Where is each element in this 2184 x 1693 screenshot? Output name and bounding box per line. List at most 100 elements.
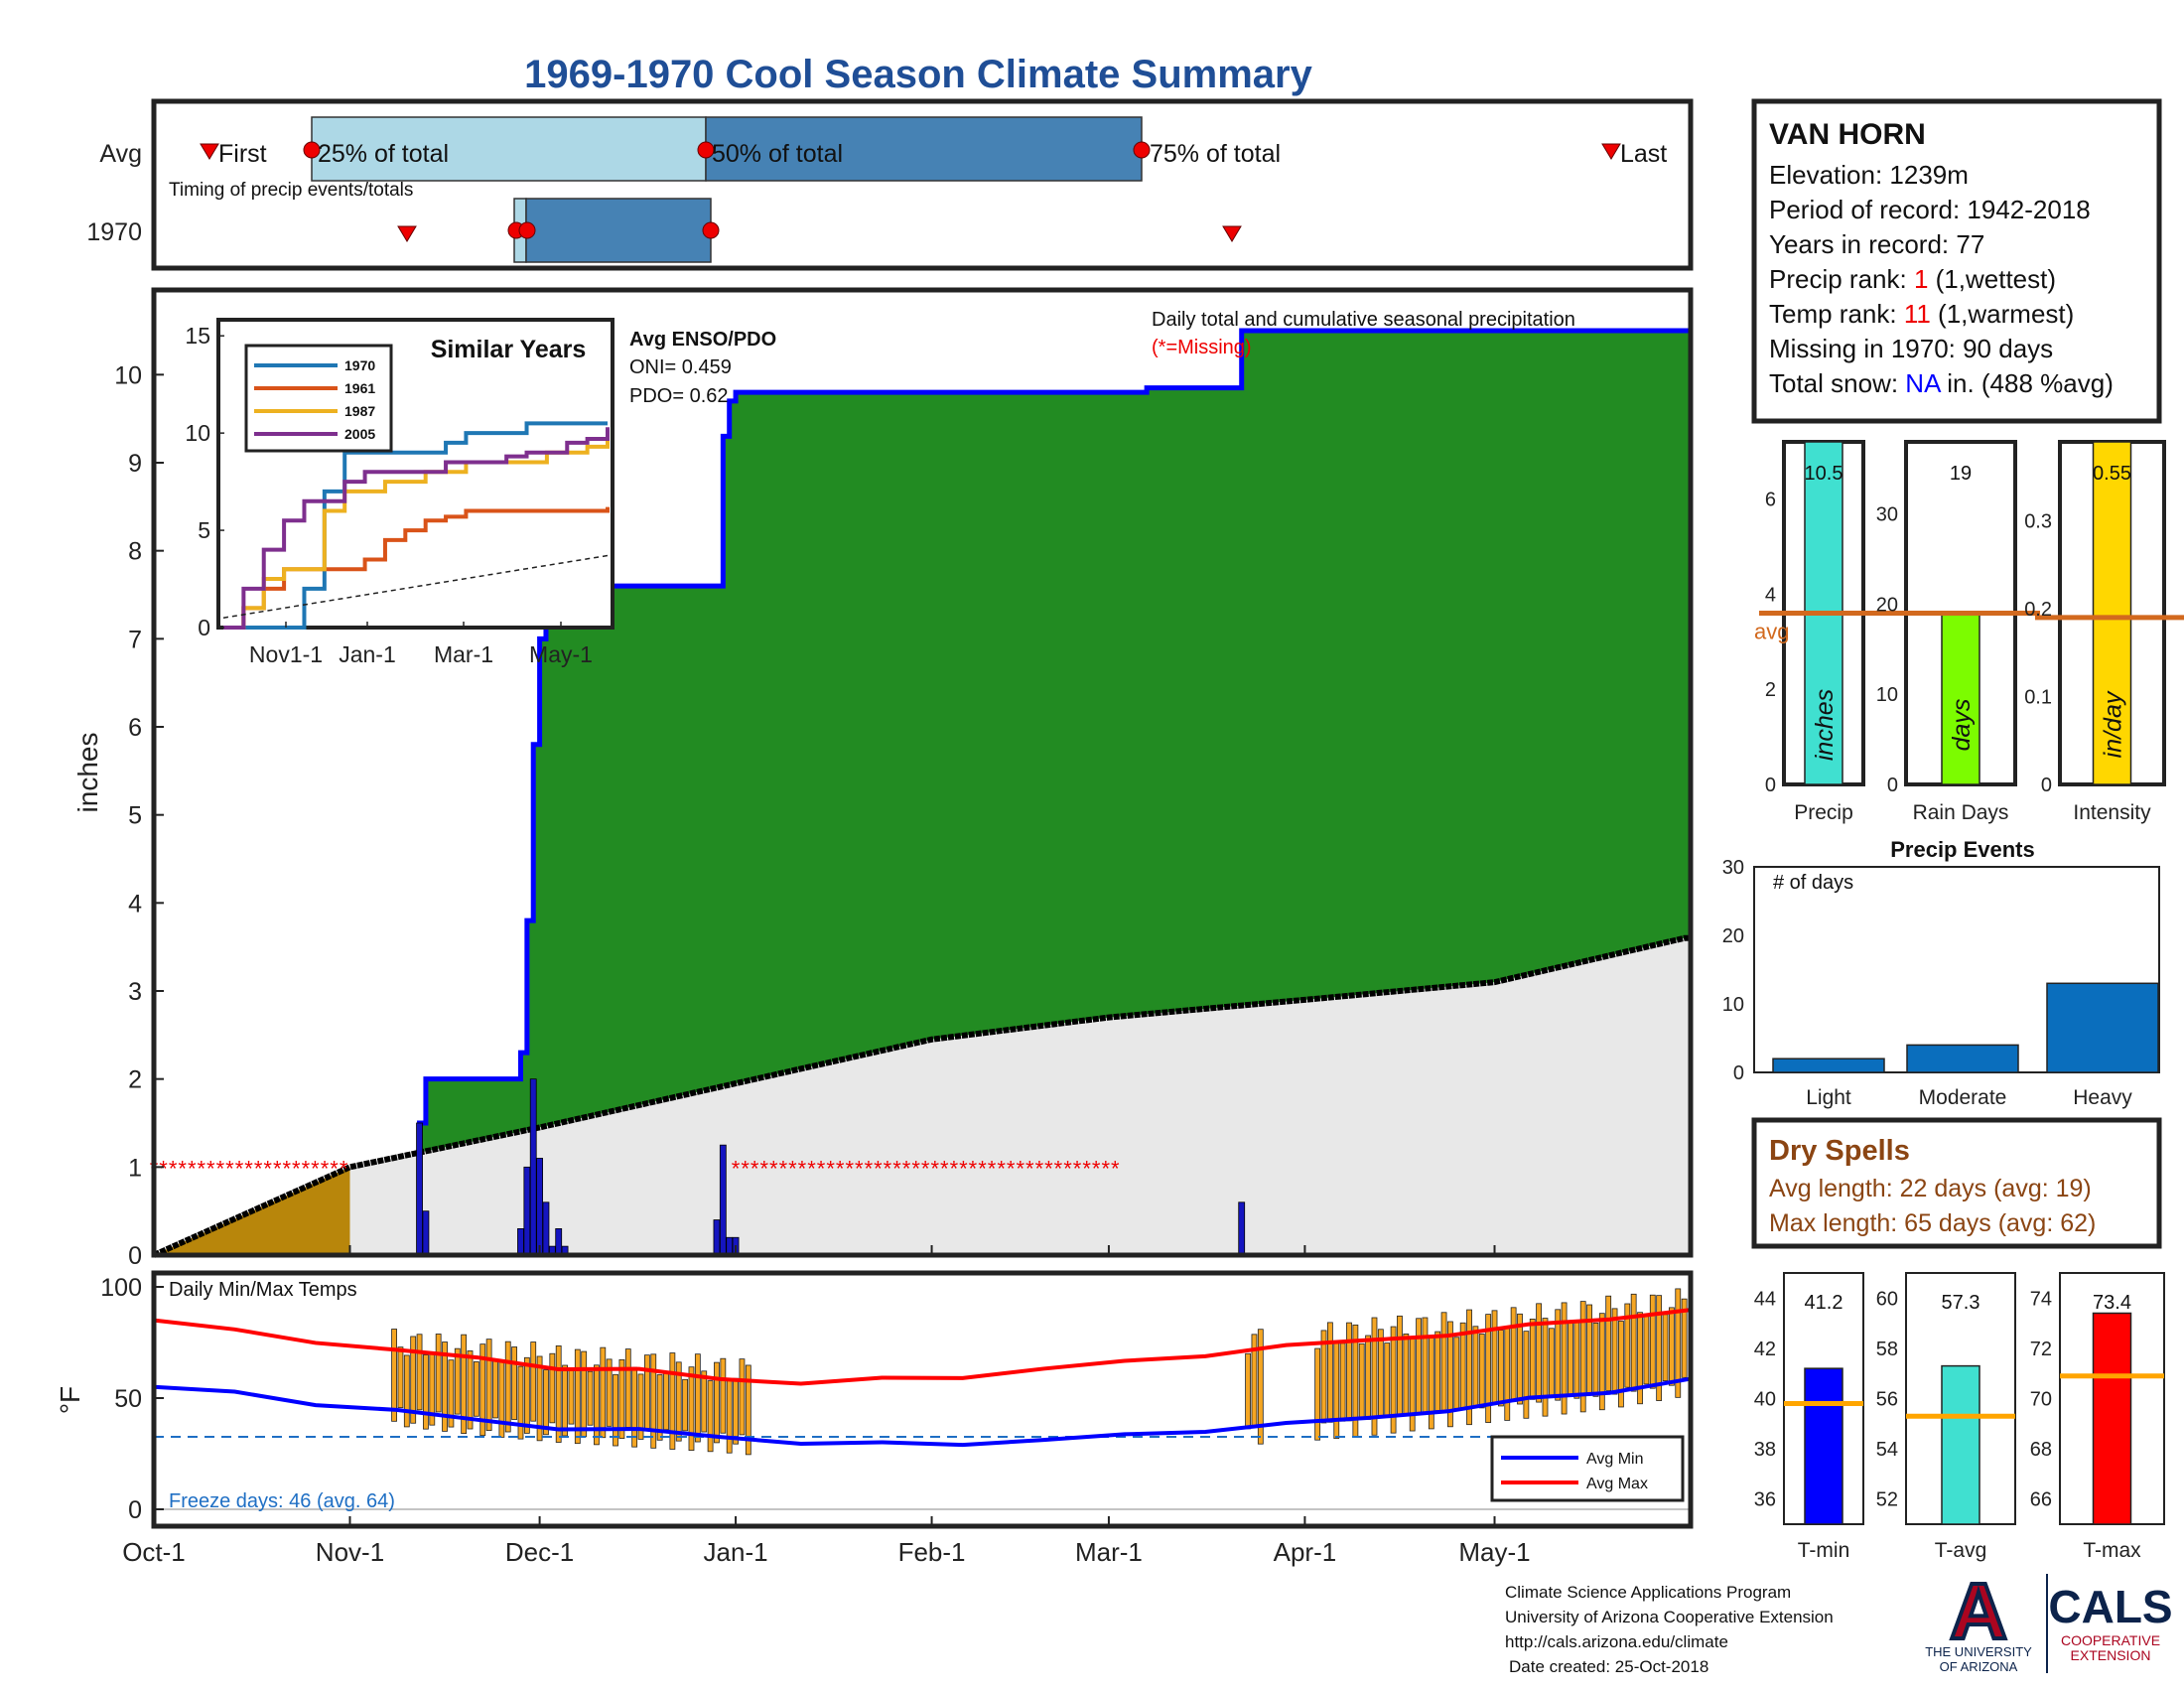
cals-text: CALS [2048, 1581, 2172, 1632]
summary-bars: 0 2 4 6 10.5 Precip inches avg 0 10 20 30 19 Rain Day… [1754, 440, 2184, 824]
daily-temp-bar [416, 1334, 423, 1411]
ua-logo: A THE UNIVERSITY OF ARIZONA [1925, 1565, 2032, 1674]
timing-avg-first-marker [200, 143, 219, 160]
inset-y-tick-label: 15 [185, 323, 210, 349]
daily-temp-bar [1662, 1314, 1669, 1382]
summary-label-rain_days: Rain Days [1913, 801, 2009, 824]
inset-y-tick-label: 5 [198, 517, 210, 543]
missing-star: * [1073, 1156, 1082, 1181]
daily-temp-bar [694, 1353, 701, 1443]
daily-temp-bar [1605, 1295, 1612, 1391]
missing-star: * [273, 1156, 282, 1181]
summary-unit-rain_days: days [1948, 699, 1976, 752]
inset-legend: 1970 1961 1987 2005 [244, 344, 393, 453]
missing-star: * [1044, 1156, 1053, 1181]
timing-last-label: Last [1620, 140, 1667, 168]
events-bar-moderate [1906, 1044, 2019, 1073]
summary-tick-precip: 2 [1765, 679, 1776, 701]
daily-temp-bar [1649, 1294, 1656, 1389]
daily-temp-bar [631, 1366, 638, 1448]
missing-star: * [751, 1156, 759, 1181]
dry-spells: Dry Spells Avg length: 22 days (avg: 19)… [1751, 1117, 2162, 1249]
missing-star: * [197, 1156, 205, 1181]
inset-title: Similar Years [431, 336, 587, 363]
daily-temp-bar [1428, 1337, 1434, 1430]
legend-1961: 1961 [344, 380, 375, 396]
y-tick-label: 1 [128, 1154, 142, 1182]
daily-temp-bar [536, 1355, 543, 1442]
missing-star: * [950, 1156, 959, 1181]
daily-temp-bar [1630, 1293, 1637, 1392]
daily-temp-bar [435, 1334, 442, 1413]
summary-bar-intensity [2092, 441, 2132, 785]
daily-temp-bar [1416, 1318, 1422, 1414]
daily-temp-bar [1320, 1330, 1327, 1424]
summary-unit-intensity: in/day [2100, 690, 2127, 758]
temp-y-tick-label: 0 [128, 1496, 142, 1524]
missing-star: * [206, 1156, 215, 1181]
missing-star: * [788, 1156, 797, 1181]
temp-summary-tick: 52 [1876, 1489, 1898, 1511]
timing-avg-row-label: Avg [99, 140, 142, 168]
temp-y-tick-label: 50 [114, 1385, 142, 1413]
daily-temp-bar [1326, 1322, 1333, 1423]
daily-temp-bar [473, 1361, 479, 1417]
temp-summary-tick: 66 [2030, 1489, 2052, 1511]
missing-star: * [959, 1156, 968, 1181]
timing-year-first-marker [397, 225, 417, 242]
summary-tick-intensity: 0.2 [2024, 599, 2052, 621]
date-x-axis: Oct-1 Nov-1 Dec-1 Jan-1 Feb-1 Mar-1 Apr-1 May-1 [122, 1245, 1531, 1567]
temp-summary-tick: 36 [1754, 1489, 1776, 1511]
daily-temp-bar [574, 1348, 581, 1445]
daily-temp-bar [1561, 1302, 1568, 1415]
footer-date: Date created: 25-Oct-2018 [1509, 1657, 1708, 1676]
daily-temp-bar [1346, 1322, 1352, 1422]
x-tick-label: Feb-1 [898, 1537, 966, 1567]
daily-temp-bar [1618, 1321, 1624, 1408]
timing-first-label: First [218, 140, 267, 168]
daily-temp-bar [1555, 1309, 1562, 1401]
daily-temp-bar [504, 1340, 511, 1433]
y-tick-label: 2 [128, 1066, 142, 1094]
missing-star: * [282, 1156, 291, 1181]
inset-axes: 0 5 10 15 Nov1-1 Jan-1 Mar-1 May-1 [185, 323, 593, 667]
daily-temp-bar [1453, 1337, 1460, 1409]
station-snow: Total snow: NA in. (488 %avg) [1769, 368, 2114, 398]
timing-avg-75-marker [1133, 141, 1151, 159]
missing-star: * [892, 1156, 901, 1181]
missing-star: * [1035, 1156, 1044, 1181]
daily-temp-bar [498, 1360, 505, 1438]
temp-summary-tick: 58 [1876, 1339, 1898, 1360]
missing-star: * [292, 1156, 301, 1181]
inset-y-tick-label: 10 [185, 420, 210, 446]
cals-line2: EXTENSION [2071, 1647, 2151, 1663]
temp-summary-value-tmin: 41.2 [1805, 1292, 1843, 1314]
daily-temp-bar [1643, 1315, 1650, 1385]
daily-temp-bar [461, 1334, 468, 1435]
events-label: Heavy [2073, 1086, 2132, 1109]
missing-star: * [902, 1156, 911, 1181]
daily-temp-bar [410, 1336, 417, 1424]
daily-temp-bar [397, 1346, 404, 1409]
summary-tick-rain_days: 0 [1887, 775, 1898, 796]
temp-summary-tick: 38 [1754, 1439, 1776, 1461]
daily-temp-bar [1504, 1327, 1511, 1421]
missing-note: (*=Missing) [1152, 337, 1252, 358]
daily-temp-bar [1573, 1322, 1580, 1399]
x-tick-label: May-1 [1458, 1537, 1530, 1567]
average-cumulative-line [152, 934, 1691, 1258]
missing-star: * [321, 1156, 330, 1181]
similar-years-lines [222, 421, 610, 630]
inset-x-tick-label: Nov1-1 [249, 641, 323, 667]
station-temp-rank: Temp rank: 11 (1,warmest) [1769, 299, 2074, 329]
daily-temp-bar [492, 1358, 498, 1419]
missing-star: * [921, 1156, 930, 1181]
temp-y-axis: 0 50 100 [100, 1274, 164, 1524]
daily-temp-bar [1478, 1334, 1485, 1409]
ua-line1: THE UNIVERSITY [1925, 1644, 2032, 1659]
daily-temp-bar [682, 1378, 689, 1432]
inset-y-tick-label: 0 [198, 615, 210, 640]
daily-temp-bar [1598, 1313, 1605, 1411]
daily-temp-bar [1491, 1310, 1498, 1405]
daily-temp-bar [1358, 1342, 1365, 1420]
